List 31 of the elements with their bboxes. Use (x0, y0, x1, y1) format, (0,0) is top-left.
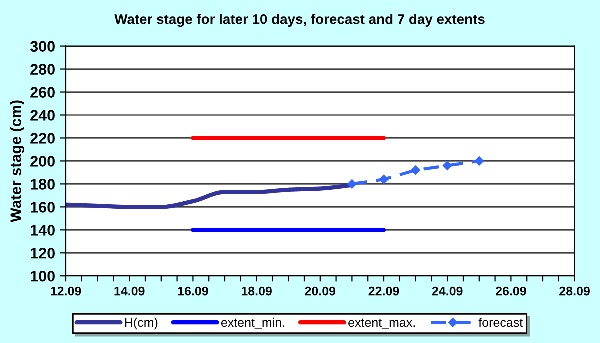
x-tick-label: 26.09 (496, 286, 526, 296)
x-tick-label: 14.09 (114, 286, 145, 296)
y-tick-label: 100 (31, 270, 55, 282)
y-tick-label: 220 (30, 133, 55, 144)
y-tick-label: 180 (31, 179, 55, 190)
y-tick-label: 200 (30, 156, 55, 167)
x-tick-label: 16.09 (178, 286, 208, 296)
y-tick-label: 160 (31, 202, 55, 213)
x-tick-label: 24.09 (432, 286, 463, 296)
x-tick-label: 12.09 (51, 286, 82, 296)
x-tick-label: 18.09 (242, 286, 272, 296)
point (474, 156, 484, 166)
x-tick-label: 20.09 (305, 286, 336, 296)
legend-label: extent_max. (348, 318, 415, 330)
point (411, 166, 420, 176)
chart-title: Water stage for later 10 days, forecast and 7 day extents (114, 14, 485, 28)
y-axis-title: Water stage (cm) (10, 100, 25, 222)
y-tick-label: 260 (30, 87, 55, 98)
legend-label: forecast (478, 318, 523, 328)
point (379, 174, 389, 184)
point (348, 180, 357, 189)
legend-label: H(cm) (125, 318, 158, 330)
legend-label: extent_min. (221, 318, 284, 330)
y-tick-label: 140 (31, 225, 55, 236)
y-tick-label: 300 (30, 41, 55, 52)
y-tick-label: 240 (30, 110, 55, 121)
point (442, 161, 452, 170)
x-tick-label: 22.09 (368, 286, 400, 296)
y-tick-label: 120 (31, 248, 55, 259)
x-tick-label: 28.09 (560, 286, 590, 296)
y-tick-label: 280 (30, 64, 55, 75)
